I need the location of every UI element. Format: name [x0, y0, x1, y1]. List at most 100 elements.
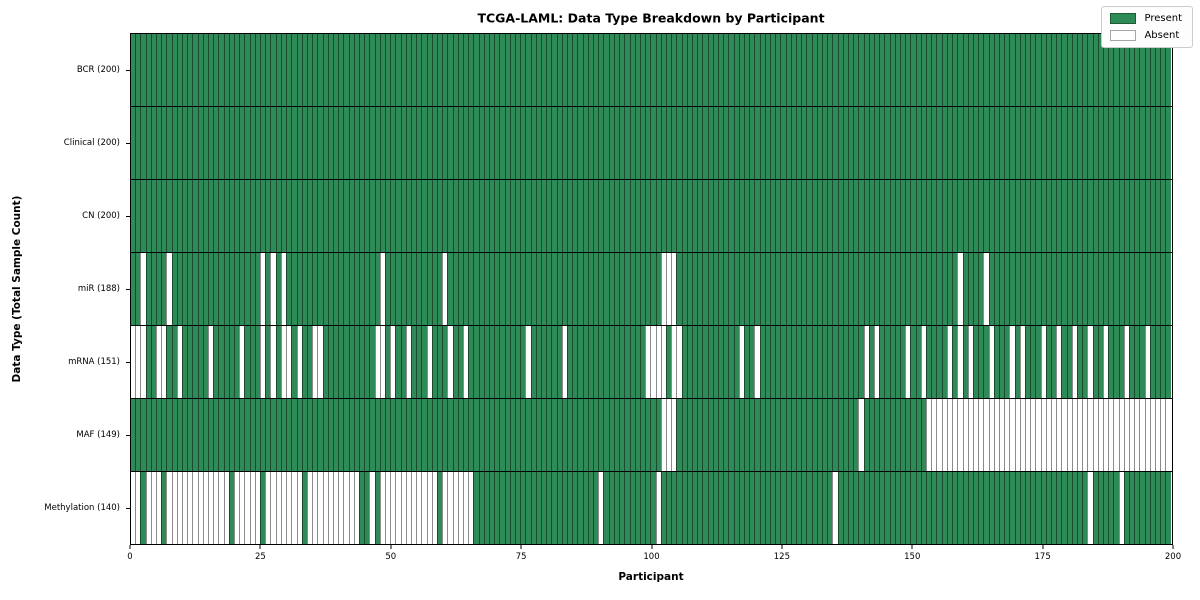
heatmap-cell [1092, 180, 1098, 252]
heatmap-cell [405, 180, 411, 252]
heatmap-cell [452, 107, 458, 179]
heatmap-cell [1155, 472, 1161, 544]
heatmap-cell [197, 107, 203, 179]
x-tick-label-0: 0 [127, 552, 133, 562]
heatmap-cell [463, 253, 469, 325]
heatmap-cell [145, 34, 151, 106]
heatmap-cell [457, 180, 463, 252]
heatmap-cell [769, 399, 776, 471]
heatmap-cell [317, 180, 323, 252]
heatmap-cell [832, 180, 838, 252]
heatmap-cell [379, 399, 385, 471]
heatmap-cell [239, 472, 245, 544]
heatmap-cell [509, 34, 516, 106]
heatmap-cell [187, 399, 193, 471]
heatmap-cell [676, 472, 682, 544]
heatmap-cell [416, 253, 422, 325]
heatmap-cell [306, 107, 313, 179]
heatmap-cell [223, 34, 229, 106]
heatmap-cell [993, 107, 999, 179]
heatmap-cell [879, 180, 885, 252]
heatmap-cell [655, 253, 661, 325]
heatmap-cell [723, 399, 729, 471]
heatmap-cell [551, 34, 557, 106]
heatmap-cell [400, 399, 406, 471]
heatmap-cell [561, 107, 568, 179]
heatmap-cell [1056, 472, 1062, 544]
heatmap-cell [457, 34, 463, 106]
heatmap-cell [525, 180, 531, 252]
heatmap-cell [463, 326, 469, 398]
heatmap-cell [665, 253, 672, 325]
heatmap-cell [582, 399, 588, 471]
heatmap-cell [265, 180, 271, 252]
heatmap-row-bcr [131, 34, 1172, 107]
heatmap-cell [645, 180, 651, 252]
heatmap-cell [894, 107, 901, 179]
heatmap-cell [1149, 399, 1156, 471]
heatmap-cell [145, 472, 151, 544]
heatmap-cell [1165, 34, 1171, 106]
heatmap-cell [894, 253, 901, 325]
heatmap-cell [1009, 107, 1015, 179]
heatmap-cell [1139, 399, 1145, 471]
heatmap-cell [1004, 253, 1010, 325]
heatmap-cell [1040, 180, 1046, 252]
heatmap-cell [723, 472, 729, 544]
heatmap-cell [613, 472, 620, 544]
heatmap-cell [218, 399, 224, 471]
heatmap-cell [983, 107, 989, 179]
legend-item-absent: Absent [1110, 30, 1182, 41]
heatmap-cell [988, 107, 994, 179]
heatmap-cell [561, 34, 568, 106]
heatmap-cell [650, 472, 656, 544]
heatmap-cell [1082, 253, 1088, 325]
heatmap-cell [769, 472, 776, 544]
heatmap-cell [1014, 180, 1020, 252]
heatmap-cell [494, 472, 500, 544]
heatmap-cell [686, 326, 692, 398]
heatmap-cell [270, 472, 276, 544]
heatmap-cell [665, 180, 672, 252]
heatmap-cell [1030, 107, 1036, 179]
heatmap-cell [228, 180, 235, 252]
heatmap-cell [478, 326, 484, 398]
heatmap-cell [489, 34, 495, 106]
heatmap-cell [1004, 107, 1010, 179]
heatmap-cell [301, 399, 307, 471]
heatmap-cell [358, 180, 365, 252]
heatmap-cell [275, 107, 281, 179]
heatmap-cell [905, 399, 911, 471]
heatmap-cell [249, 472, 255, 544]
heatmap-cell [868, 180, 875, 252]
heatmap-cell [218, 472, 224, 544]
heatmap-cell [858, 399, 864, 471]
heatmap-cell [208, 253, 214, 325]
heatmap-cell [525, 399, 531, 471]
heatmap-cell [410, 472, 417, 544]
heatmap-cell [639, 326, 646, 398]
heatmap-cell [541, 107, 547, 179]
heatmap-cell [650, 253, 656, 325]
heatmap-cell [327, 472, 333, 544]
heatmap-cell [384, 399, 391, 471]
heatmap-cell [1108, 399, 1114, 471]
heatmap-cell [671, 399, 677, 471]
x-tick-mark [259, 545, 261, 549]
heatmap-cell [1092, 326, 1098, 398]
heatmap-cell [166, 34, 172, 106]
heatmap-cell [1097, 107, 1103, 179]
heatmap-cell [681, 472, 687, 544]
heatmap-cell [182, 399, 188, 471]
heatmap-cell [338, 472, 344, 544]
heatmap-cell [629, 107, 635, 179]
heatmap-cell [1097, 326, 1103, 398]
heatmap-cell [530, 180, 536, 252]
heatmap-cell [962, 472, 968, 544]
heatmap-cell [889, 34, 895, 106]
heatmap-cell [603, 107, 609, 179]
heatmap-cell [582, 34, 588, 106]
heatmap-cell [915, 34, 921, 106]
heatmap-cell [473, 34, 479, 106]
heatmap-cell [374, 326, 380, 398]
